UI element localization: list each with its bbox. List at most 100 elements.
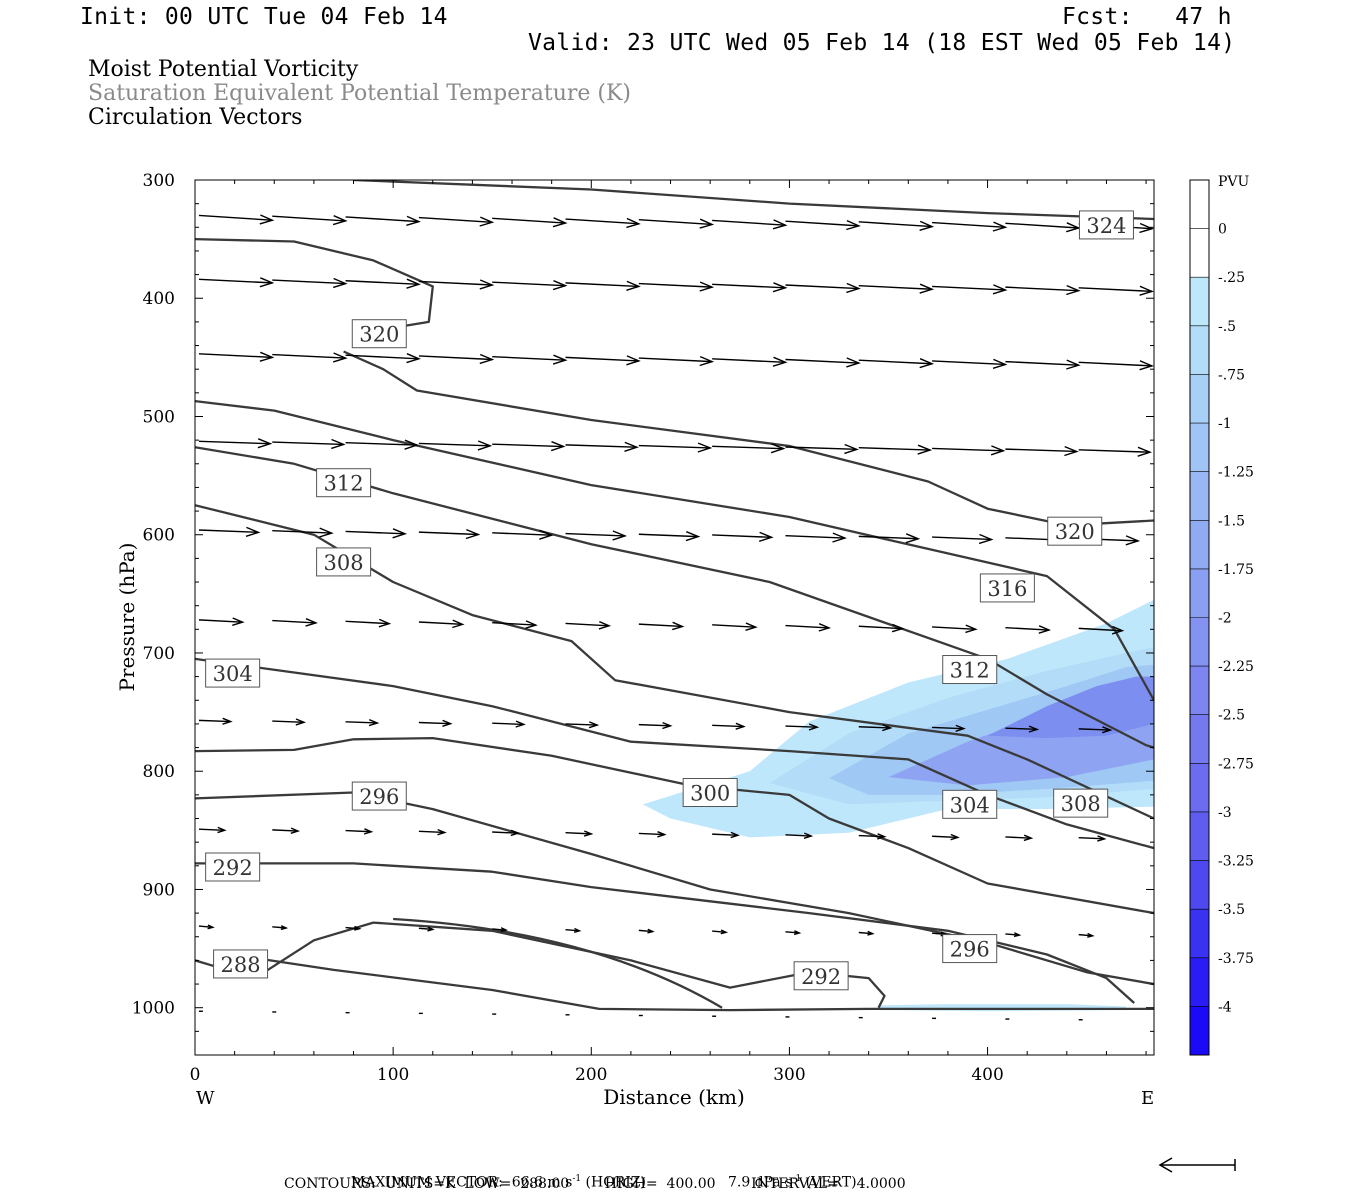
init-time: Init: 00 UTC Tue 04 Feb 14: [80, 4, 448, 30]
y-tick-label: 900: [143, 880, 175, 900]
contour-label: 320: [351, 319, 407, 349]
vector-arrow: [712, 531, 774, 542]
vector-arrow: [1078, 446, 1153, 457]
vector-arrow: [785, 723, 820, 731]
y-tick-label: 800: [143, 762, 175, 782]
vector-arrow: [858, 358, 935, 369]
vector-shaft: [272, 926, 287, 929]
vector-shaft: [712, 833, 738, 837]
vector-head: [626, 217, 641, 229]
vector-head: [1125, 535, 1141, 546]
vector-arrow: [418, 216, 495, 227]
vector-shaft: [345, 442, 417, 446]
theta-es-contour: [263, 921, 886, 1009]
vector-head: [662, 721, 673, 730]
vector-head: [1139, 285, 1154, 296]
vector-arrow: [492, 720, 526, 728]
contour-label-box: [205, 852, 261, 882]
colorbar-label: -1.25: [1218, 465, 1254, 481]
vector-shaft: [565, 723, 598, 726]
vector-shaft: [1005, 933, 1020, 936]
vector-shaft: [492, 443, 564, 448]
colorbar-swatch: [1190, 860, 1209, 910]
vector-arrow: [1078, 726, 1113, 734]
vector-head: [479, 216, 495, 227]
vector-shaft: [1005, 360, 1079, 366]
vert-tag: (VERT): [801, 1174, 857, 1191]
vector-head: [919, 220, 935, 231]
colorbar-label: -3.75: [1218, 951, 1254, 967]
vector-arrow: [712, 831, 740, 839]
vector-shaft: [345, 216, 419, 223]
x-end-right: E: [1141, 1088, 1154, 1109]
valid-time: Valid: 23 UTC Wed 05 Feb 14 (18 EST Wed …: [528, 30, 1236, 56]
vector-shaft: [492, 622, 536, 626]
vector-head: [479, 353, 495, 365]
vector-shaft: [785, 931, 800, 934]
contour-label-box: [793, 961, 849, 991]
contour-label-box: [942, 934, 998, 964]
vector-head: [735, 722, 746, 730]
vector-head: [818, 623, 832, 632]
vector-arrow: [858, 283, 935, 294]
vector-head: [1038, 625, 1052, 634]
vector-shaft: [345, 620, 390, 625]
contour-label: 304: [942, 789, 998, 819]
colorbar-swatch: [1190, 763, 1209, 813]
vector-arrow: [712, 929, 729, 935]
horiz-tag: (HORIZ): [581, 1174, 646, 1191]
vector-arrow: [858, 444, 933, 455]
vector-head: [217, 826, 227, 834]
theta-es-contour: [195, 657, 1154, 850]
vector-shaft: [712, 283, 786, 289]
colorbar-swatch: [1190, 180, 1209, 230]
vector-shaft: [858, 221, 933, 228]
contour-label-text: 308: [1061, 792, 1101, 816]
vector-head: [657, 831, 667, 838]
contour-label-text: 308: [324, 551, 364, 575]
vector-shaft: [858, 834, 885, 838]
vector-shaft: [565, 444, 637, 448]
theta-es-contour: [195, 862, 1135, 1004]
vector-shaft: [1005, 448, 1077, 453]
vector-shaft: [565, 356, 639, 362]
vector-arrow: [858, 533, 921, 544]
vector-shaft: [785, 834, 812, 837]
vector-shaft: [418, 531, 479, 536]
vector-head: [685, 531, 701, 542]
vector-head: [671, 621, 685, 631]
x-end-left: W: [196, 1088, 215, 1109]
contour-label: 308: [316, 547, 372, 577]
vector-head: [406, 278, 421, 289]
colorbar-label: -3.25: [1218, 854, 1254, 870]
vector-shaft: [1005, 286, 1079, 292]
contour-label: 312: [316, 468, 372, 498]
vector-head: [1013, 932, 1022, 938]
title-theta-es: Saturation Equivalent Potential Temperat…: [88, 81, 631, 106]
vector-head: [772, 219, 788, 230]
vector-shaft: [1078, 728, 1111, 731]
vector-arrow: [712, 443, 786, 454]
vector-arrow: [1005, 932, 1022, 938]
vector-head: [477, 440, 493, 451]
vector-arrow: [638, 721, 673, 730]
vector-shaft: [198, 278, 273, 284]
contour-label-text: 320: [1055, 520, 1095, 544]
vector-shaft: [272, 619, 316, 624]
vector-arrow: [1078, 625, 1125, 635]
vector-arrow: [272, 827, 301, 834]
theta-es-contour: [195, 399, 1154, 701]
vector-head: [515, 720, 526, 728]
vector-head: [905, 533, 921, 544]
vector-head: [378, 618, 392, 628]
circulation-vectors: [198, 214, 1154, 1021]
vector-arrow: [638, 531, 701, 542]
vector-head: [404, 439, 419, 450]
vector-arrow: [345, 925, 362, 931]
colorbar-label: -2.75: [1218, 756, 1254, 772]
contour-label-text: 320: [359, 323, 399, 347]
contour-label-text: 292: [213, 856, 253, 880]
vector-shaft: [785, 220, 859, 227]
vector-shaft: [198, 719, 231, 723]
